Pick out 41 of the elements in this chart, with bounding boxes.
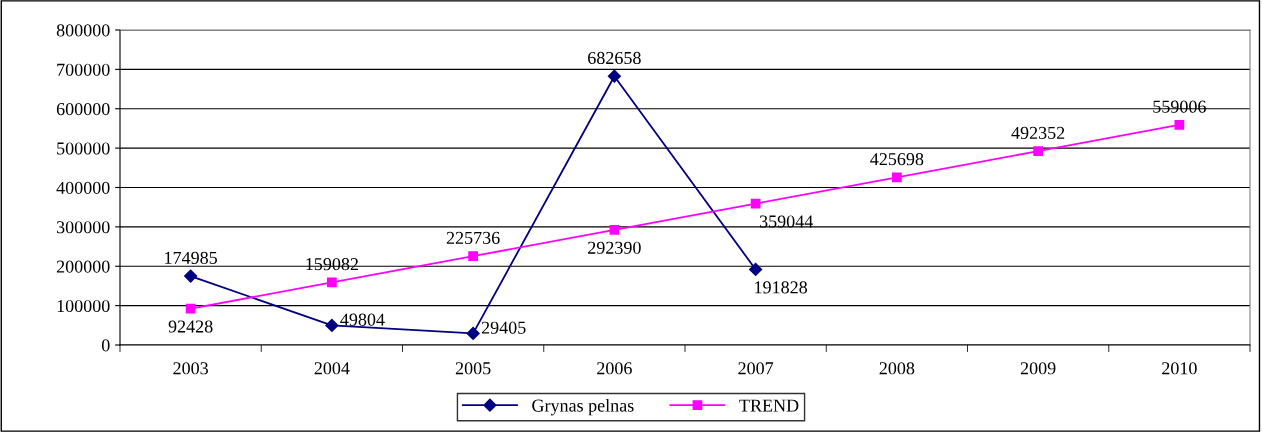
point [466, 326, 480, 341]
data-label: 292390 [588, 241, 641, 254]
y-tick-label: 700000 [57, 63, 110, 76]
data-label: 425698 [870, 153, 924, 166]
x-tick-label: 2010 [1162, 362, 1197, 375]
point [607, 69, 621, 83]
point [749, 262, 763, 277]
point [892, 172, 902, 183]
x-tick-label: 2004 [314, 362, 350, 375]
x-tick-label: 2008 [879, 362, 915, 375]
x-tick-label: 2007 [738, 362, 774, 375]
x-tick-label: 2006 [597, 362, 632, 375]
y-tick-label: 300000 [56, 221, 110, 234]
point [184, 269, 198, 283]
data-label: 92428 [168, 320, 213, 333]
data-label: 492352 [1011, 126, 1065, 139]
point [327, 277, 337, 288]
data-label: 29405 [481, 321, 526, 334]
y-tick-label: 0 [101, 339, 110, 352]
data-label: 49804 [340, 313, 385, 326]
point [1033, 146, 1043, 156]
y-tick-label: 500000 [57, 142, 110, 155]
point [1174, 120, 1185, 130]
data-label: 225736 [446, 231, 500, 244]
data-label: 682658 [588, 51, 641, 65]
legend-label: TREND [739, 399, 799, 412]
y-tick-label: 600000 [56, 103, 110, 116]
point [468, 251, 478, 261]
y-tick-label: 400000 [56, 181, 110, 194]
data-label: 191828 [755, 281, 808, 294]
y-tick-label: 800000 [56, 24, 110, 37]
y-tick-label: 200000 [56, 260, 110, 273]
legend-label: Grynas pelnas [532, 398, 634, 416]
x-tick-label: 2005 [455, 362, 491, 375]
x-tick-label: 2003 [173, 362, 208, 375]
x-tick-label: 2009 [1020, 362, 1056, 375]
data-label: 359044 [759, 215, 813, 228]
point [325, 318, 339, 332]
y-tick-label: 100000 [57, 299, 110, 313]
data-label: 174985 [165, 251, 217, 264]
point [609, 225, 620, 235]
